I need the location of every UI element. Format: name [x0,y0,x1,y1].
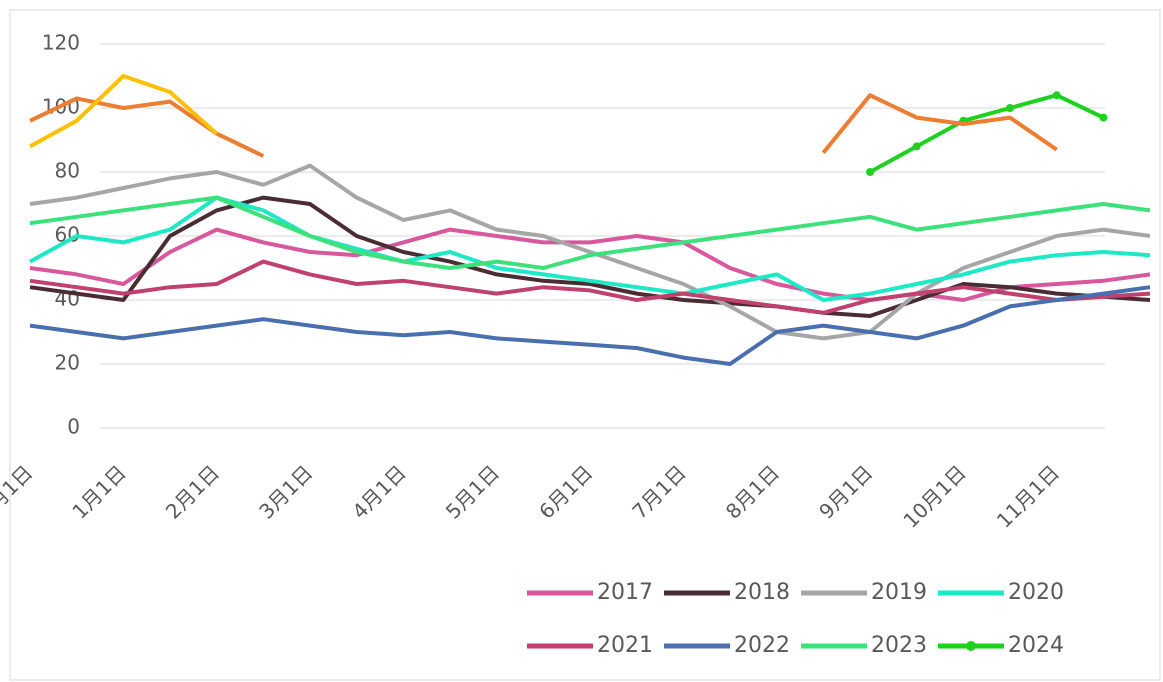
x-tick-label: 5月1日 [441,460,504,523]
series-marker [1052,91,1061,100]
x-tick-label: 9月1日 [814,460,877,523]
series-line [29,74,218,149]
y-tick-label: 20 [55,351,80,375]
frame [9,9,1161,681]
series-line [29,259,1151,315]
x-tick-label: 11月1日 [992,460,1064,532]
x-tick-label: 6月1日 [534,460,597,523]
series-line [29,163,1151,341]
series-line [29,227,1151,302]
series-marker [866,168,874,176]
legend-marker [966,641,976,651]
x-tick-label: 8月1日 [721,460,784,523]
x-tick-label: 10月1日 [899,460,971,532]
legend-label: 2022 [734,633,790,658]
series-line [29,195,1151,270]
x-tick-label: 3月1日 [254,460,317,523]
legend-label: 2018 [734,580,790,605]
y-tick-label: 0 [67,415,80,439]
legend-label: 2017 [597,580,653,605]
y-tick-label: 80 [55,159,80,183]
x-tick-label: 2月1日 [161,460,224,523]
series-marker [1099,113,1108,122]
x-tick-label: 7月1日 [628,460,691,523]
series-line [869,93,1105,174]
series-line [29,285,1151,366]
legend-label: 2023 [871,633,927,658]
legend-label: 2024 [1008,633,1064,658]
x-tick-label: 1月1日 [68,460,131,523]
series-marker [1006,104,1014,112]
series-line [29,93,1058,158]
legend-label: 2019 [871,580,927,605]
legend-label: 2020 [1008,580,1064,605]
legend-label: 2021 [597,633,653,658]
series-line [29,195,1151,318]
x-tick-label: 12月1日 [0,460,37,532]
y-tick-label: 120 [42,31,80,55]
x-tick-label: 4月1日 [348,460,411,523]
series-marker [912,142,921,151]
